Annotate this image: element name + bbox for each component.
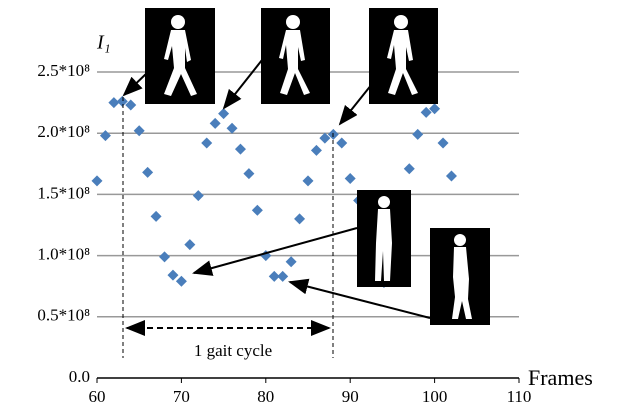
point	[412, 129, 423, 140]
point	[277, 271, 288, 282]
point	[176, 276, 187, 287]
annotation: 1 gait cycle	[194, 341, 272, 360]
point	[108, 97, 119, 108]
point	[151, 211, 162, 222]
point	[134, 125, 145, 136]
y-tick-label: 2.0*10⁸	[37, 122, 90, 141]
y-tick-label: 0.0	[69, 367, 90, 386]
point	[201, 137, 212, 148]
x-tick-label: 70	[173, 387, 190, 406]
point	[193, 190, 204, 201]
point	[184, 239, 195, 250]
point	[100, 130, 111, 141]
point	[311, 145, 322, 156]
x-tick-label: 90	[342, 387, 359, 406]
y-tick-label: 0.5*10⁸	[37, 306, 90, 325]
x-tick-label: 100	[422, 387, 448, 406]
point	[92, 175, 103, 186]
point	[227, 123, 238, 134]
point	[303, 175, 314, 186]
point	[438, 137, 449, 148]
x-tick-label: 60	[89, 387, 106, 406]
chart: 0.0 0.5*10⁸ 1.0*10⁸ 1.5*10⁸ 2.0*10⁸ 2.5*10⁸ 60…	[0, 0, 631, 416]
point	[142, 167, 153, 178]
point	[404, 163, 415, 174]
x-axis-label: Frames	[528, 365, 593, 390]
point	[446, 171, 457, 182]
point	[159, 251, 170, 262]
point	[210, 118, 221, 129]
point	[235, 144, 246, 155]
point	[243, 168, 254, 179]
y-tick-label: 2.5*10⁸	[37, 61, 90, 80]
x-tick-label: 80	[257, 387, 274, 406]
point	[252, 205, 263, 216]
y-tick-label: 1.5*10⁸	[37, 183, 90, 202]
point	[167, 270, 178, 281]
point	[336, 137, 347, 148]
point	[218, 108, 229, 119]
point	[345, 173, 356, 184]
point	[286, 256, 297, 267]
y-axis-label: I₁	[96, 32, 111, 54]
silhouettes	[145, 8, 490, 325]
point	[294, 213, 305, 224]
y-tick-label: 1.0*10⁸	[37, 245, 90, 264]
